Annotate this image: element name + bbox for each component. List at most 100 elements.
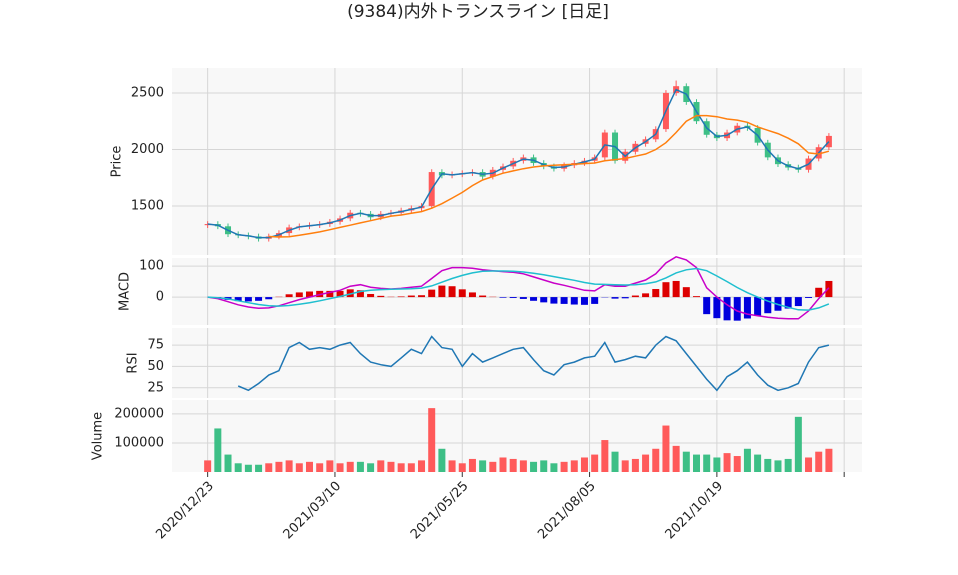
histogram-bar — [733, 297, 741, 321]
x-tick-label: 2021/08/05 — [535, 479, 599, 543]
volume-bar — [204, 460, 212, 472]
histogram-bar — [662, 282, 670, 298]
volume-bar — [326, 460, 334, 472]
volume-bar — [662, 425, 670, 472]
histogram-bar — [428, 289, 436, 298]
histogram-bar — [326, 290, 334, 298]
volume-bar — [601, 440, 609, 472]
y-tick-label: 1500 — [131, 198, 164, 213]
histogram-bar — [550, 297, 558, 304]
histogram-bar — [234, 297, 242, 302]
volume-bar — [682, 451, 690, 472]
volume-bar — [509, 458, 517, 472]
line — [237, 335, 830, 392]
volume-bar — [214, 428, 222, 472]
x-tick-label: 2020/12/23 — [153, 479, 217, 543]
histogram-bar — [295, 292, 303, 298]
y-tick-label: 25 — [147, 380, 164, 395]
histogram-bar — [418, 295, 426, 298]
volume-bar — [305, 461, 313, 472]
histogram-bar — [244, 297, 252, 302]
y-axis-label: Volume — [91, 412, 106, 460]
volume-bar — [468, 458, 476, 472]
line — [207, 88, 830, 239]
volume-bar — [397, 463, 405, 472]
histogram-bar — [580, 297, 588, 305]
histogram-bar — [448, 286, 456, 298]
volume-bar — [672, 445, 680, 472]
volume-bar — [418, 460, 426, 472]
histogram-bar — [397, 296, 405, 298]
volume-bar — [336, 463, 344, 472]
volume-bar — [407, 463, 415, 472]
histogram-bar — [815, 287, 823, 298]
volume-bar — [448, 460, 456, 472]
histogram-bar — [377, 295, 385, 298]
x-tick-label: 2021/05/25 — [408, 479, 472, 543]
volume-bar — [224, 454, 232, 472]
histogram-bar — [794, 297, 802, 307]
volume-bar — [631, 458, 639, 472]
histogram-bar — [560, 297, 568, 304]
volume-bar — [540, 460, 548, 472]
histogram-bar — [591, 297, 599, 304]
volume-bar — [723, 453, 731, 472]
histogram-bar — [754, 297, 762, 316]
histogram-bar — [509, 297, 517, 299]
chart-title: (9384)内外トランスライン [日足] — [347, 2, 609, 22]
histogram-bar — [703, 297, 711, 315]
volume-bar — [275, 461, 283, 472]
histogram-bar — [499, 297, 507, 298]
histogram-bar — [479, 295, 487, 298]
volume-bar — [550, 463, 558, 472]
histogram-bar — [540, 297, 548, 303]
y-axis-label: MACD — [118, 272, 133, 311]
volume-bar — [479, 460, 487, 472]
histogram-bar — [611, 297, 619, 299]
volume-bar — [234, 463, 242, 472]
histogram-bar — [285, 294, 293, 298]
line — [207, 267, 830, 311]
volume-bar — [794, 416, 802, 472]
histogram-bar — [265, 297, 273, 300]
volume-bar — [642, 454, 650, 472]
volume-bar — [580, 457, 588, 472]
histogram-bar — [519, 297, 527, 299]
y-tick-label: 50 — [147, 359, 164, 374]
volume-bar — [499, 457, 507, 472]
histogram-bar — [682, 287, 690, 298]
volume-bar — [591, 454, 599, 472]
histogram-bar — [458, 289, 466, 298]
histogram-bar — [631, 295, 639, 298]
histogram-bar — [407, 295, 415, 298]
volume-bar — [295, 463, 303, 472]
volume-bar — [285, 460, 293, 472]
volume-bar — [805, 457, 813, 472]
y-tick-label: 200000 — [114, 406, 164, 421]
volume-bar — [621, 460, 629, 472]
volume-bar — [265, 463, 273, 472]
volume-bar — [754, 454, 762, 472]
histogram-bar — [438, 285, 446, 298]
volume-bar — [825, 448, 833, 472]
histogram-bar — [367, 293, 375, 298]
y-tick-label: 2000 — [131, 142, 164, 157]
volume-bar — [387, 461, 395, 472]
volume-bar — [458, 463, 466, 472]
y-tick-label: 75 — [147, 338, 164, 353]
volume-bar — [733, 456, 741, 472]
histogram-bar — [723, 297, 731, 321]
x-tick-label: 2021/03/10 — [281, 479, 345, 543]
volume-bar — [784, 458, 792, 472]
volume-bar — [703, 454, 711, 472]
candle-body — [825, 135, 832, 148]
volume-bar — [743, 448, 751, 472]
volume-bar — [428, 408, 436, 472]
volume-bar — [815, 451, 823, 472]
histogram-bar — [305, 291, 313, 298]
volume-bar — [377, 460, 385, 472]
histogram-bar — [672, 280, 680, 298]
y-tick-label: 100000 — [114, 435, 164, 450]
histogram-bar — [784, 297, 792, 309]
